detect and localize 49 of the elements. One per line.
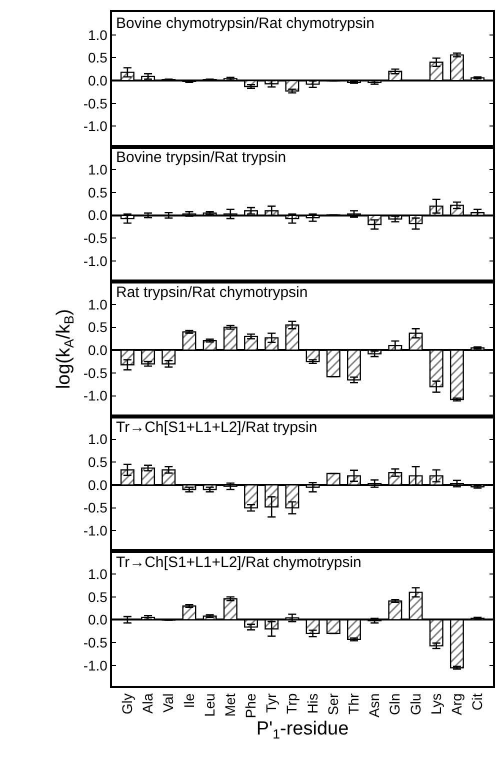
y-tick-label: 0.0	[88, 342, 108, 358]
x-tick-label: Gln	[386, 693, 403, 716]
x-tick-label: Glu	[407, 693, 424, 716]
x-tick-label: Asn	[366, 693, 382, 718]
y-tick-label: 0.5	[88, 588, 108, 605]
x-tick-label: His	[304, 693, 320, 714]
chart-title: Tr→Ch[S1+L1+L2]/Rat chymotrypsin	[116, 554, 362, 571]
y-tick-label: 0.5	[88, 50, 108, 66]
y-tick-label: 0.0	[88, 207, 108, 224]
y-tick-label: -1.0	[83, 252, 108, 269]
y-tick-label: -0.5	[83, 230, 108, 246]
y-tick-label: -1.0	[83, 388, 108, 404]
y-tick-label: 0.0	[88, 612, 108, 628]
y-tick-label: 0.5	[88, 319, 108, 336]
y-tick-label: -1.0	[83, 118, 108, 134]
x-tick-label: Trp	[284, 693, 300, 714]
chart-title: Tr→Ch[S1+L1+L2]/Rat trypsin	[116, 419, 318, 436]
y-tick-label: -1.0	[83, 522, 108, 539]
x-tick-label: Tyr	[263, 693, 280, 713]
y-tick-label: 1.0	[88, 26, 108, 43]
x-tick-label: Thr	[346, 693, 362, 714]
y-tick-label: 1.0	[88, 431, 108, 448]
y-tick-label: -0.5	[83, 364, 108, 381]
y-tick-label: 0.0	[88, 476, 108, 493]
chart-title: Bovine trypsin/Rat trypsin	[116, 149, 286, 166]
y-tick-label: -0.5	[83, 500, 108, 516]
x-tick-label: Leu	[201, 693, 218, 717]
x-axis-title: P'$_{1}$-residue	[256, 718, 349, 742]
y-tick-label: 1.0	[88, 162, 108, 178]
x-tick-label: Phe	[242, 693, 259, 718]
x-tick-label: Lys	[428, 693, 444, 715]
y-tick-label: -0.5	[83, 634, 108, 650]
y-tick-label: 0.0	[88, 72, 108, 88]
x-tick-label: Ala	[140, 693, 156, 714]
y-tick-label: 0.5	[88, 454, 108, 470]
y-tick-label: 1.0	[88, 566, 108, 582]
x-tick-label: Arg	[448, 693, 465, 716]
y-tick-label: 0.5	[88, 184, 108, 200]
chart-title: Bovine chymotrypsin/Rat chymotrypsin	[116, 15, 374, 32]
x-tick-label: Cit	[469, 693, 486, 710]
x-tick-label: Met	[222, 693, 238, 717]
x-tick-label: Ile	[180, 693, 197, 708]
x-tick-label: Val	[160, 693, 176, 713]
chart-title: Rat trypsin/Rat chymotrypsin	[116, 284, 308, 301]
y-tick-label: 1.0	[88, 296, 108, 312]
x-tick-label: Ser	[324, 693, 341, 716]
x-tick-label: Gly	[119, 693, 135, 714]
y-tick-label: -0.5	[83, 95, 108, 112]
y-tick-label: -1.0	[83, 657, 108, 674]
